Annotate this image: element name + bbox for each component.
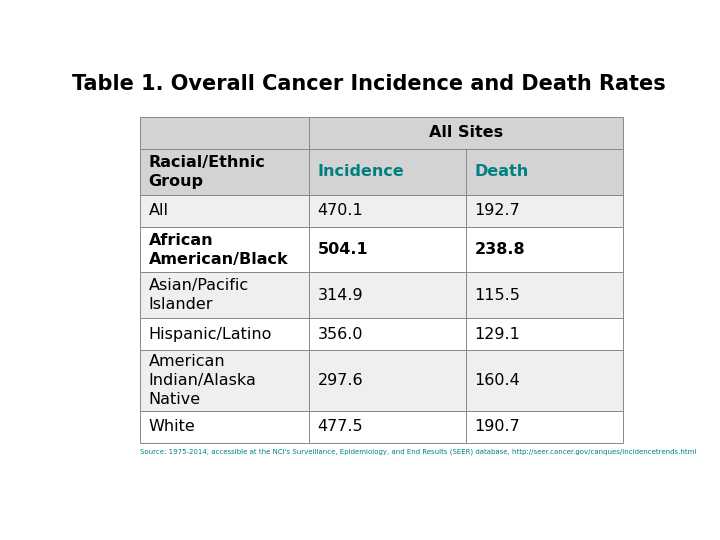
Bar bbox=[309, 227, 466, 272]
Bar bbox=[140, 411, 309, 443]
Text: 160.4: 160.4 bbox=[474, 373, 520, 388]
Text: Source: 1975-2014, accessible at the NCI's Surveillance, Epidemiology, and End R: Source: 1975-2014, accessible at the NCI… bbox=[140, 448, 696, 455]
Bar bbox=[309, 350, 466, 411]
Bar bbox=[309, 272, 466, 318]
Text: 477.5: 477.5 bbox=[318, 420, 363, 435]
Bar bbox=[140, 272, 309, 318]
Bar bbox=[309, 194, 466, 227]
Bar bbox=[140, 149, 309, 194]
Text: White: White bbox=[148, 420, 195, 435]
Bar bbox=[466, 318, 623, 350]
Text: 192.7: 192.7 bbox=[474, 203, 520, 218]
Text: 115.5: 115.5 bbox=[474, 288, 521, 302]
Text: 190.7: 190.7 bbox=[474, 420, 520, 435]
Text: 238.8: 238.8 bbox=[474, 242, 525, 257]
Bar bbox=[140, 227, 309, 272]
Text: Asian/Pacific
Islander: Asian/Pacific Islander bbox=[148, 278, 248, 312]
Bar bbox=[466, 227, 623, 272]
Text: American
Indian/Alaska
Native: American Indian/Alaska Native bbox=[148, 354, 256, 407]
Text: All: All bbox=[148, 203, 168, 218]
Text: 297.6: 297.6 bbox=[318, 373, 363, 388]
Text: 504.1: 504.1 bbox=[318, 242, 368, 257]
Bar bbox=[309, 117, 623, 149]
Text: 356.0: 356.0 bbox=[318, 327, 363, 341]
Bar bbox=[309, 411, 466, 443]
Bar bbox=[140, 318, 309, 350]
Text: Incidence: Incidence bbox=[318, 164, 404, 179]
Bar bbox=[140, 117, 309, 149]
Bar bbox=[140, 350, 309, 411]
Text: African
American/Black: African American/Black bbox=[148, 233, 288, 267]
Text: All Sites: All Sites bbox=[429, 125, 503, 140]
Bar bbox=[466, 149, 623, 194]
Text: Racial/Ethnic
Group: Racial/Ethnic Group bbox=[148, 155, 266, 189]
Text: Death: Death bbox=[474, 164, 528, 179]
Bar bbox=[309, 149, 466, 194]
Text: Table 1. Overall Cancer Incidence and Death Rates: Table 1. Overall Cancer Incidence and De… bbox=[72, 73, 666, 93]
Text: Hispanic/Latino: Hispanic/Latino bbox=[148, 327, 272, 341]
Text: 314.9: 314.9 bbox=[318, 288, 363, 302]
Bar bbox=[466, 350, 623, 411]
Bar bbox=[466, 272, 623, 318]
Text: 470.1: 470.1 bbox=[318, 203, 364, 218]
Bar bbox=[466, 411, 623, 443]
Bar bbox=[309, 318, 466, 350]
Bar bbox=[466, 194, 623, 227]
Text: 129.1: 129.1 bbox=[474, 327, 521, 341]
Bar bbox=[140, 194, 309, 227]
